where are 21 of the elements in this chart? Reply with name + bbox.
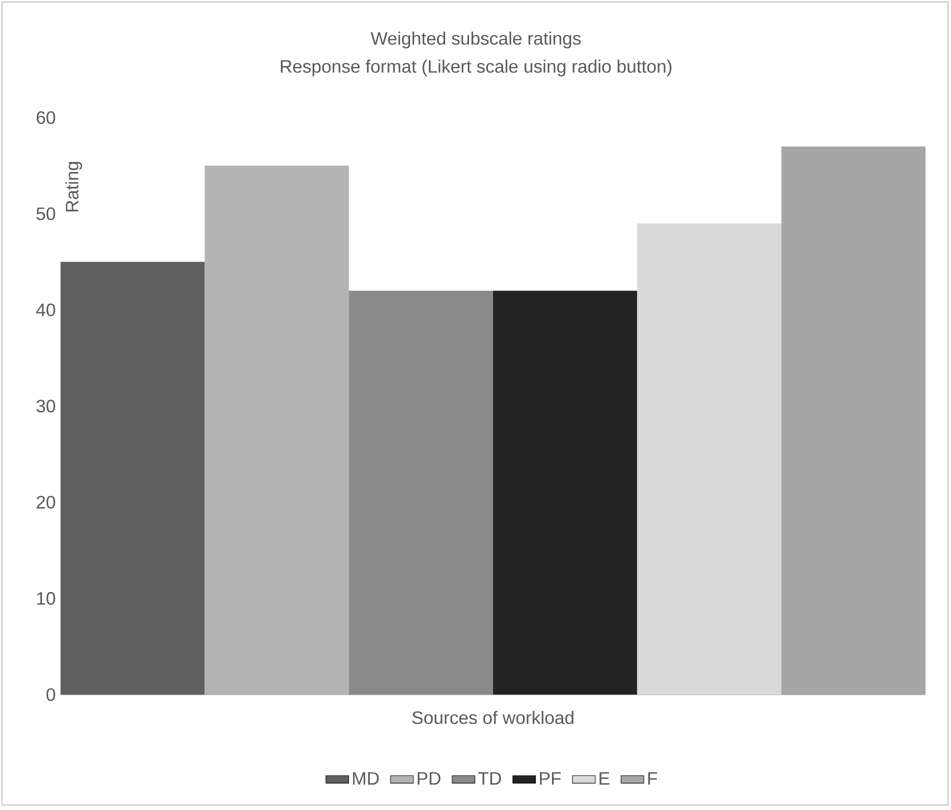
legend-label: TD <box>478 772 502 785</box>
y-tick-label: 30 <box>36 400 56 412</box>
y-tick-label: 20 <box>36 496 56 509</box>
legend-label: PD <box>418 772 440 785</box>
legend-label: PF <box>540 772 561 785</box>
y-tick-label: 60 <box>36 111 56 124</box>
bar <box>637 223 782 695</box>
legend-label: MD <box>353 772 379 785</box>
chart-subtitle: Response format (Likert scale using radio button) <box>280 60 672 76</box>
legend-label: F <box>648 772 658 785</box>
bar <box>348 290 494 695</box>
legend-label: E <box>600 772 610 785</box>
bar <box>60 262 205 695</box>
y-tick-label: 10 <box>37 592 56 605</box>
y-tick-label: 40 <box>36 304 56 316</box>
y-tick-label: 0 <box>46 688 56 701</box>
x-axis-title: Sources of workload <box>412 710 574 724</box>
y-axis-title: Rating <box>65 162 82 212</box>
bar <box>493 290 638 695</box>
y-tick-label: 50 <box>36 207 56 220</box>
chart-title: Weighted subscale ratings <box>370 32 581 48</box>
